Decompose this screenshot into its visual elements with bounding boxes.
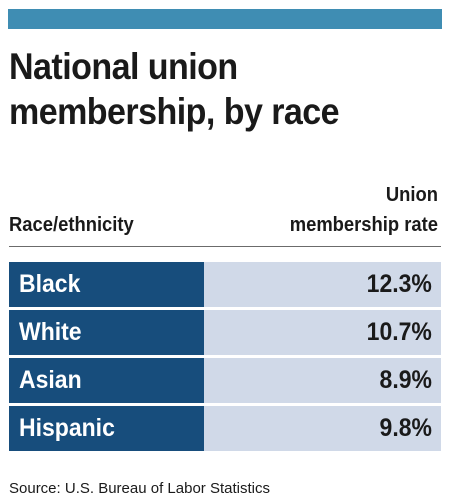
row-value-cell: 12.3%	[204, 262, 441, 307]
row-value-cell: 8.9%	[204, 358, 441, 403]
row-label-cell: White	[9, 310, 204, 355]
chart-title: National union membership, by race	[9, 44, 406, 134]
table-row: Black 12.3%	[9, 262, 441, 307]
accent-bar	[8, 9, 442, 29]
row-label: Black	[19, 270, 81, 298]
row-label-cell: Black	[9, 262, 204, 307]
row-value: 10.7%	[366, 318, 432, 346]
row-value-cell: 10.7%	[204, 310, 441, 355]
column-header-race: Race/ethnicity	[9, 214, 134, 236]
column-header-rate: Union membership rate	[217, 180, 438, 240]
row-label-cell: Hispanic	[9, 406, 204, 451]
row-value: 12.3%	[366, 270, 432, 298]
table-row: Asian 8.9%	[9, 358, 441, 403]
row-label: White	[19, 318, 82, 346]
row-label-cell: Asian	[9, 358, 204, 403]
source-note: Source: U.S. Bureau of Labor Statistics	[9, 480, 270, 497]
row-value: 9.8%	[379, 414, 432, 442]
row-label: Asian	[19, 366, 82, 394]
header-divider	[9, 246, 441, 247]
column-header-rate-line-2: membership rate	[289, 214, 438, 236]
table-row: Hispanic 9.8%	[9, 406, 441, 451]
row-label: Hispanic	[19, 414, 115, 442]
row-value-cell: 9.8%	[204, 406, 441, 451]
column-header-rate-line-1: Union	[385, 184, 438, 206]
title-line-1: National union	[9, 46, 238, 87]
data-table: Black 12.3% White 10.7% Asian 8.9% Hispa…	[9, 262, 441, 454]
row-value: 8.9%	[379, 366, 432, 394]
title-line-2: membership, by race	[9, 91, 340, 132]
table-row: White 10.7%	[9, 310, 441, 355]
